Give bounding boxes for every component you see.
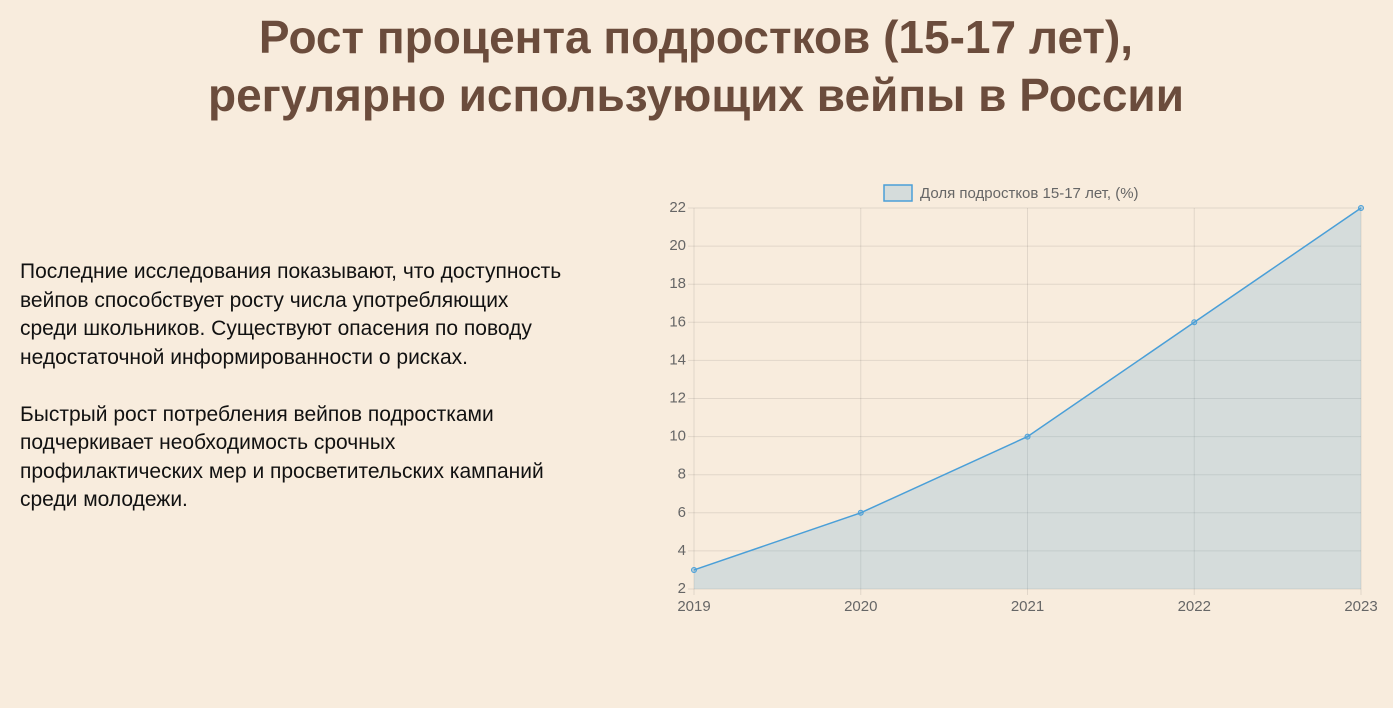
y-tick-label: 10 xyxy=(669,428,686,445)
paragraph: Быстрый рост потребления вейпов подростк… xyxy=(20,402,544,512)
x-tick-label: 2020 xyxy=(844,598,877,615)
y-tick-label: 16 xyxy=(669,313,686,330)
y-tick-label: 8 xyxy=(678,466,686,483)
y-tick-label: 18 xyxy=(669,275,686,292)
x-tick-label: 2022 xyxy=(1178,598,1211,615)
point xyxy=(1024,433,1031,440)
y-tick-label: 2 xyxy=(678,580,686,597)
point xyxy=(857,509,864,516)
x-tick-label: 2021 xyxy=(1011,598,1044,615)
legend-swatch xyxy=(883,184,913,202)
y-tick-label: 12 xyxy=(669,389,686,406)
line xyxy=(693,207,1362,571)
slide-title: Рост процента подростков (15-17 лет), ре… xyxy=(208,11,1184,121)
paragraph: Последние исследования показывают, что д… xyxy=(20,260,562,369)
y-tick-label: 20 xyxy=(669,237,686,254)
x-tick-label: 2019 xyxy=(677,598,710,615)
y-tick-label: 14 xyxy=(669,351,686,368)
x-tick-label: 2023 xyxy=(1344,598,1377,615)
point xyxy=(691,566,697,573)
point xyxy=(1191,319,1198,326)
y-tick-label: 4 xyxy=(678,542,686,559)
area xyxy=(694,208,1361,589)
y-tick-label: 22 xyxy=(669,199,686,216)
legend-label: Доля подростков 15-17 лет, (%) xyxy=(920,185,1139,202)
y-tick-label: 6 xyxy=(678,504,686,521)
point xyxy=(1358,205,1364,211)
text-block: Последние исследования показывают, что д… xyxy=(20,258,568,543)
